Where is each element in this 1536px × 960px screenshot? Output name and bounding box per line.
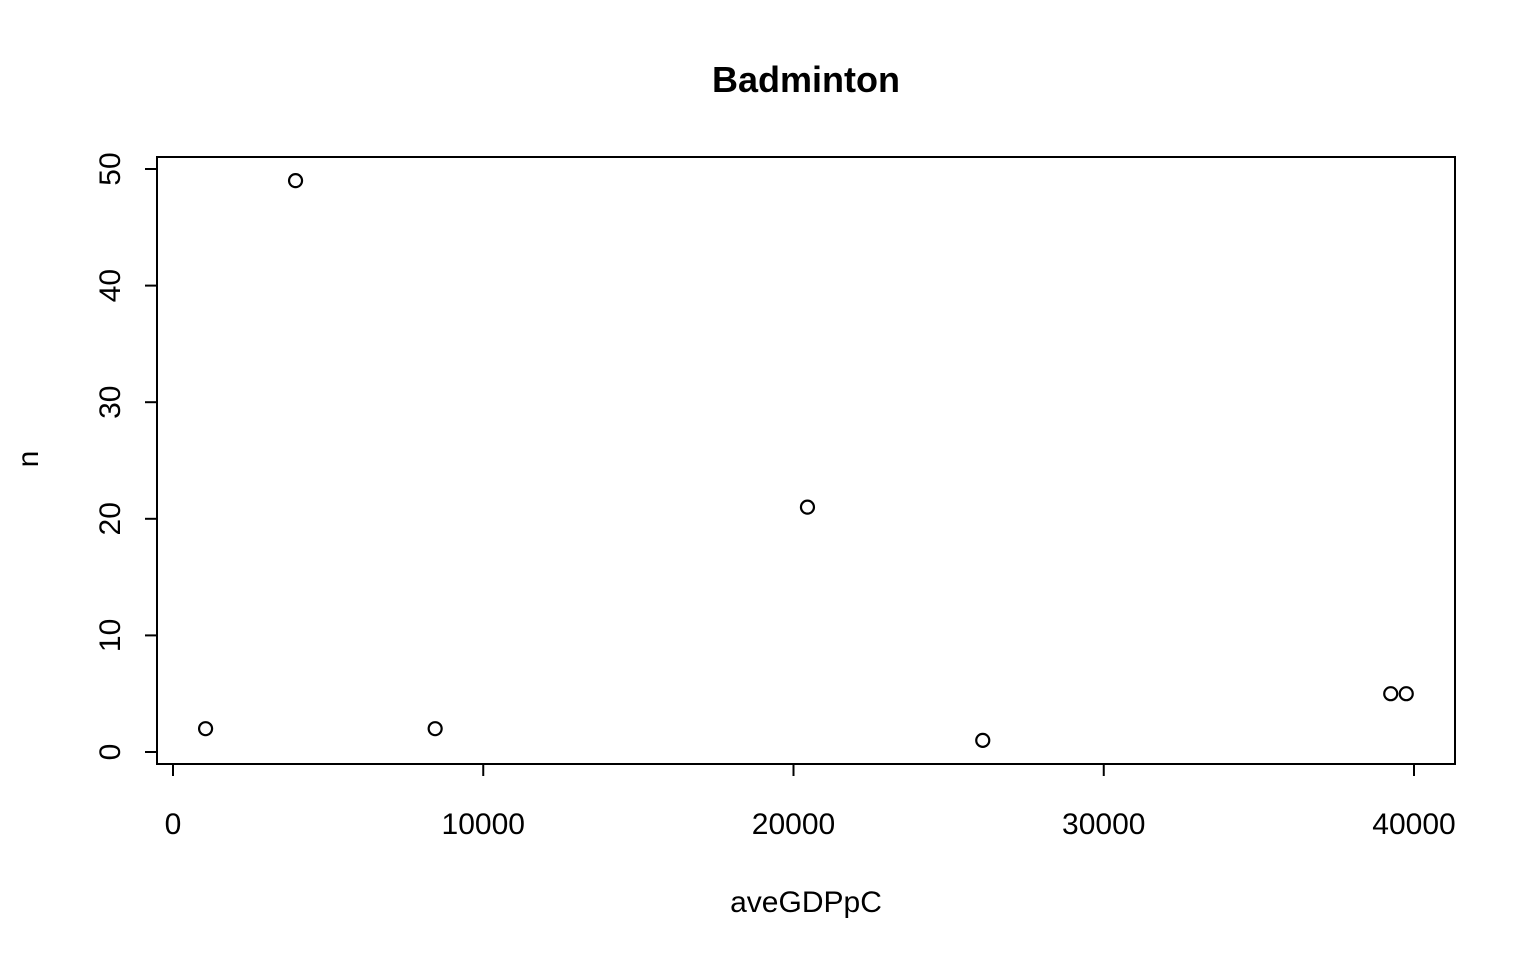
y-tick-label: 0 (94, 744, 127, 761)
plot-frame (156, 156, 1456, 765)
scatter-point (799, 499, 816, 515)
scatter-point (1398, 686, 1414, 702)
x-tick-label: 0 (165, 808, 182, 841)
scatter-point (975, 732, 991, 748)
y-tick-label: 10 (94, 619, 127, 652)
x-axis: 0 10000 20000 30000 40000 (165, 763, 1456, 841)
scatter-point (197, 721, 214, 737)
y-tick-label: 30 (94, 386, 127, 419)
y-tick-label: 40 (94, 269, 127, 302)
x-tick-label: 10000 (442, 808, 525, 841)
x-tick-label: 20000 (752, 808, 835, 841)
scatter-point (1383, 686, 1399, 702)
x-tick-label: 30000 (1062, 808, 1145, 841)
y-axis: 0 10 20 30 40 50 (94, 152, 158, 761)
data-points (197, 173, 1414, 748)
x-axis-label: aveGDPpC (730, 886, 882, 919)
scatter-point (287, 173, 304, 189)
chart-title: Badminton (712, 59, 900, 100)
scatter-point (427, 721, 443, 737)
x-tick-label: 40000 (1372, 808, 1455, 841)
y-tick-label: 50 (94, 152, 127, 185)
y-tick-label: 20 (94, 502, 127, 535)
y-axis-label: n (12, 451, 45, 468)
